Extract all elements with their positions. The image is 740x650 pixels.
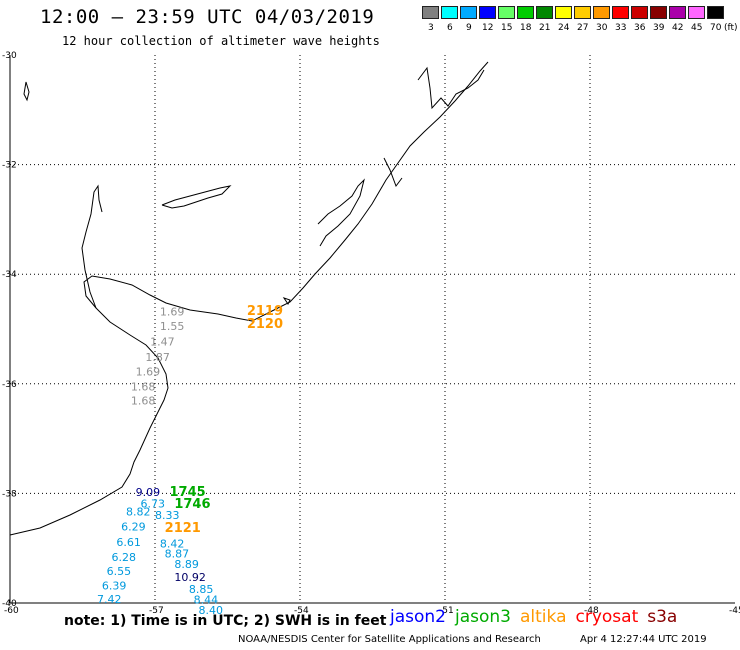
lat-tick-label: -40 [2,599,17,609]
swh-value: 1.87 [145,351,170,364]
legend-swatch-45 [688,6,705,19]
lagoa-mirim [317,178,365,247]
lagoa-mirim-north [383,157,403,188]
swh-value: 1.55 [160,320,185,333]
swh-value: 6.29 [121,521,145,534]
coastal-lagoon [282,297,291,305]
coastline [9,61,489,536]
swh-value: 1.69 [136,366,161,379]
legend-label-21: 21 [539,23,551,33]
legend-swatch-6 [441,6,458,19]
swh-value: 8.82 [126,505,151,518]
inland-lake [23,81,30,102]
swh-value: 7.42 [97,593,122,606]
lat-tick-label: -34 [2,270,17,280]
legend-label-27: 27 [577,23,589,33]
legend-label-70: 70 [710,23,722,33]
altika-pass-time: 2120 [247,317,283,332]
footnote: note: 1) Time is in UTC; 2) SWH is in fe… [64,613,387,629]
legend-swatch-12 [479,6,496,19]
legend-swatch-24 [555,6,572,19]
legend-swatch-27 [574,6,591,19]
lon-tick-label: -57 [149,606,164,616]
lon-tick-label: -48 [584,606,599,616]
swh-value: 6.61 [116,536,141,549]
legend-label-24: 24 [558,23,570,33]
graticule [10,55,735,603]
satellite-jason2: jason2 [390,607,446,627]
lat-tick-label: -32 [2,161,17,171]
swh-value: 8.85 [189,583,214,596]
swh-value: 6.55 [107,565,131,578]
swh-value: 8.33 [155,509,180,522]
legend-swatch-30 [593,6,610,19]
swh-value: 8.42 [160,538,185,551]
legend-label-33: 33 [615,23,627,33]
legend-label-15: 15 [501,23,513,33]
swh-value: 8.44 [194,594,219,607]
swh-value: 1.69 [160,305,185,318]
lat-tick-label: -36 [2,380,17,390]
credit-line: NOAA/NESDIS Center for Satellite Applica… [238,634,541,645]
axis-tick-labels: -30 -32 -34 -36 -38 -40-60 -57 -54 -51 -48 -45 [2,51,740,616]
satellite-jason3: jason3 [455,607,511,627]
map-subtitle: 12 hour collection of altimeter wave hei… [62,34,380,48]
swh-value: 10.92 [174,571,206,584]
legend-label-3: 3 [428,23,434,33]
legend-label-42: 42 [672,23,684,33]
rio-negro-reservoir [161,185,232,209]
swh-value: 8.40 [199,604,224,617]
legend-label-18: 18 [520,23,532,33]
altika-pass-time: 2121 [165,521,201,536]
lon-tick-label: -51 [439,606,454,616]
legend-label-30: 30 [596,23,608,33]
lat-tick-label: -30 [2,51,17,61]
lon-tick-label: -45 [729,606,740,616]
legend-swatch-21 [536,6,553,19]
satellite-key: jason2 jason3 altika cryosat s3a [390,607,686,627]
map-title: 12:00 – 23:59 UTC 04/03/2019 [40,6,375,28]
legend-swatch-33 [612,6,629,19]
swh-value: 1.68 [131,395,156,408]
coast-argentina-uruguay-brazil [9,61,489,536]
lon-tick-label: -60 [4,606,19,616]
swh-value: 6.28 [112,551,137,564]
legend-swatch-18 [517,6,534,19]
legend-swatch-36 [631,6,648,19]
altika-pass-time: 2119 [247,304,283,319]
legend-label-6: 6 [447,23,453,33]
swh-value: 6.73 [141,498,166,511]
legend-label-45: 45 [691,23,703,33]
swh-value: 1.68 [131,380,156,393]
swh-value: 6.39 [102,579,127,592]
swh-tracks: 1.691.551.471.871.691.681.686.738.82 8.33… [97,304,283,617]
legend-label-36: 36 [634,23,646,33]
legend-swatch-9 [460,6,477,19]
swh-value: 8.87 [165,548,190,561]
lon-tick-label: -54 [294,606,309,616]
satellite-altika: altika [520,607,567,627]
legend-swatch-42 [669,6,686,19]
legend-label-12: 12 [482,23,494,33]
legend-unit: (ft) [724,23,738,33]
timestamp: Apr 4 12:27:44 UTC 2019 [580,634,707,645]
jason3-pass-time: 1746 [174,497,210,512]
swh-value: 8.89 [174,558,199,571]
legend-swatch-70 [707,6,724,19]
lat-tick-label: -38 [2,489,17,499]
legend-swatch-15 [498,6,515,19]
swh-value: 1.47 [150,335,175,348]
legend-label-9: 9 [466,23,472,33]
satellite-s3a: s3a [647,607,678,627]
lagoa-dos-patos [417,66,485,110]
legend-swatch-39 [650,6,667,19]
coast-rio-de-la-plata-west [81,184,103,309]
legend-swatch-3 [422,6,439,19]
satellite-cryosat: cryosat [575,607,639,627]
legend-label-39: 39 [653,23,665,33]
jason3-pass-time: 1745 [170,485,206,500]
swh-value: 9.09 [136,486,161,499]
